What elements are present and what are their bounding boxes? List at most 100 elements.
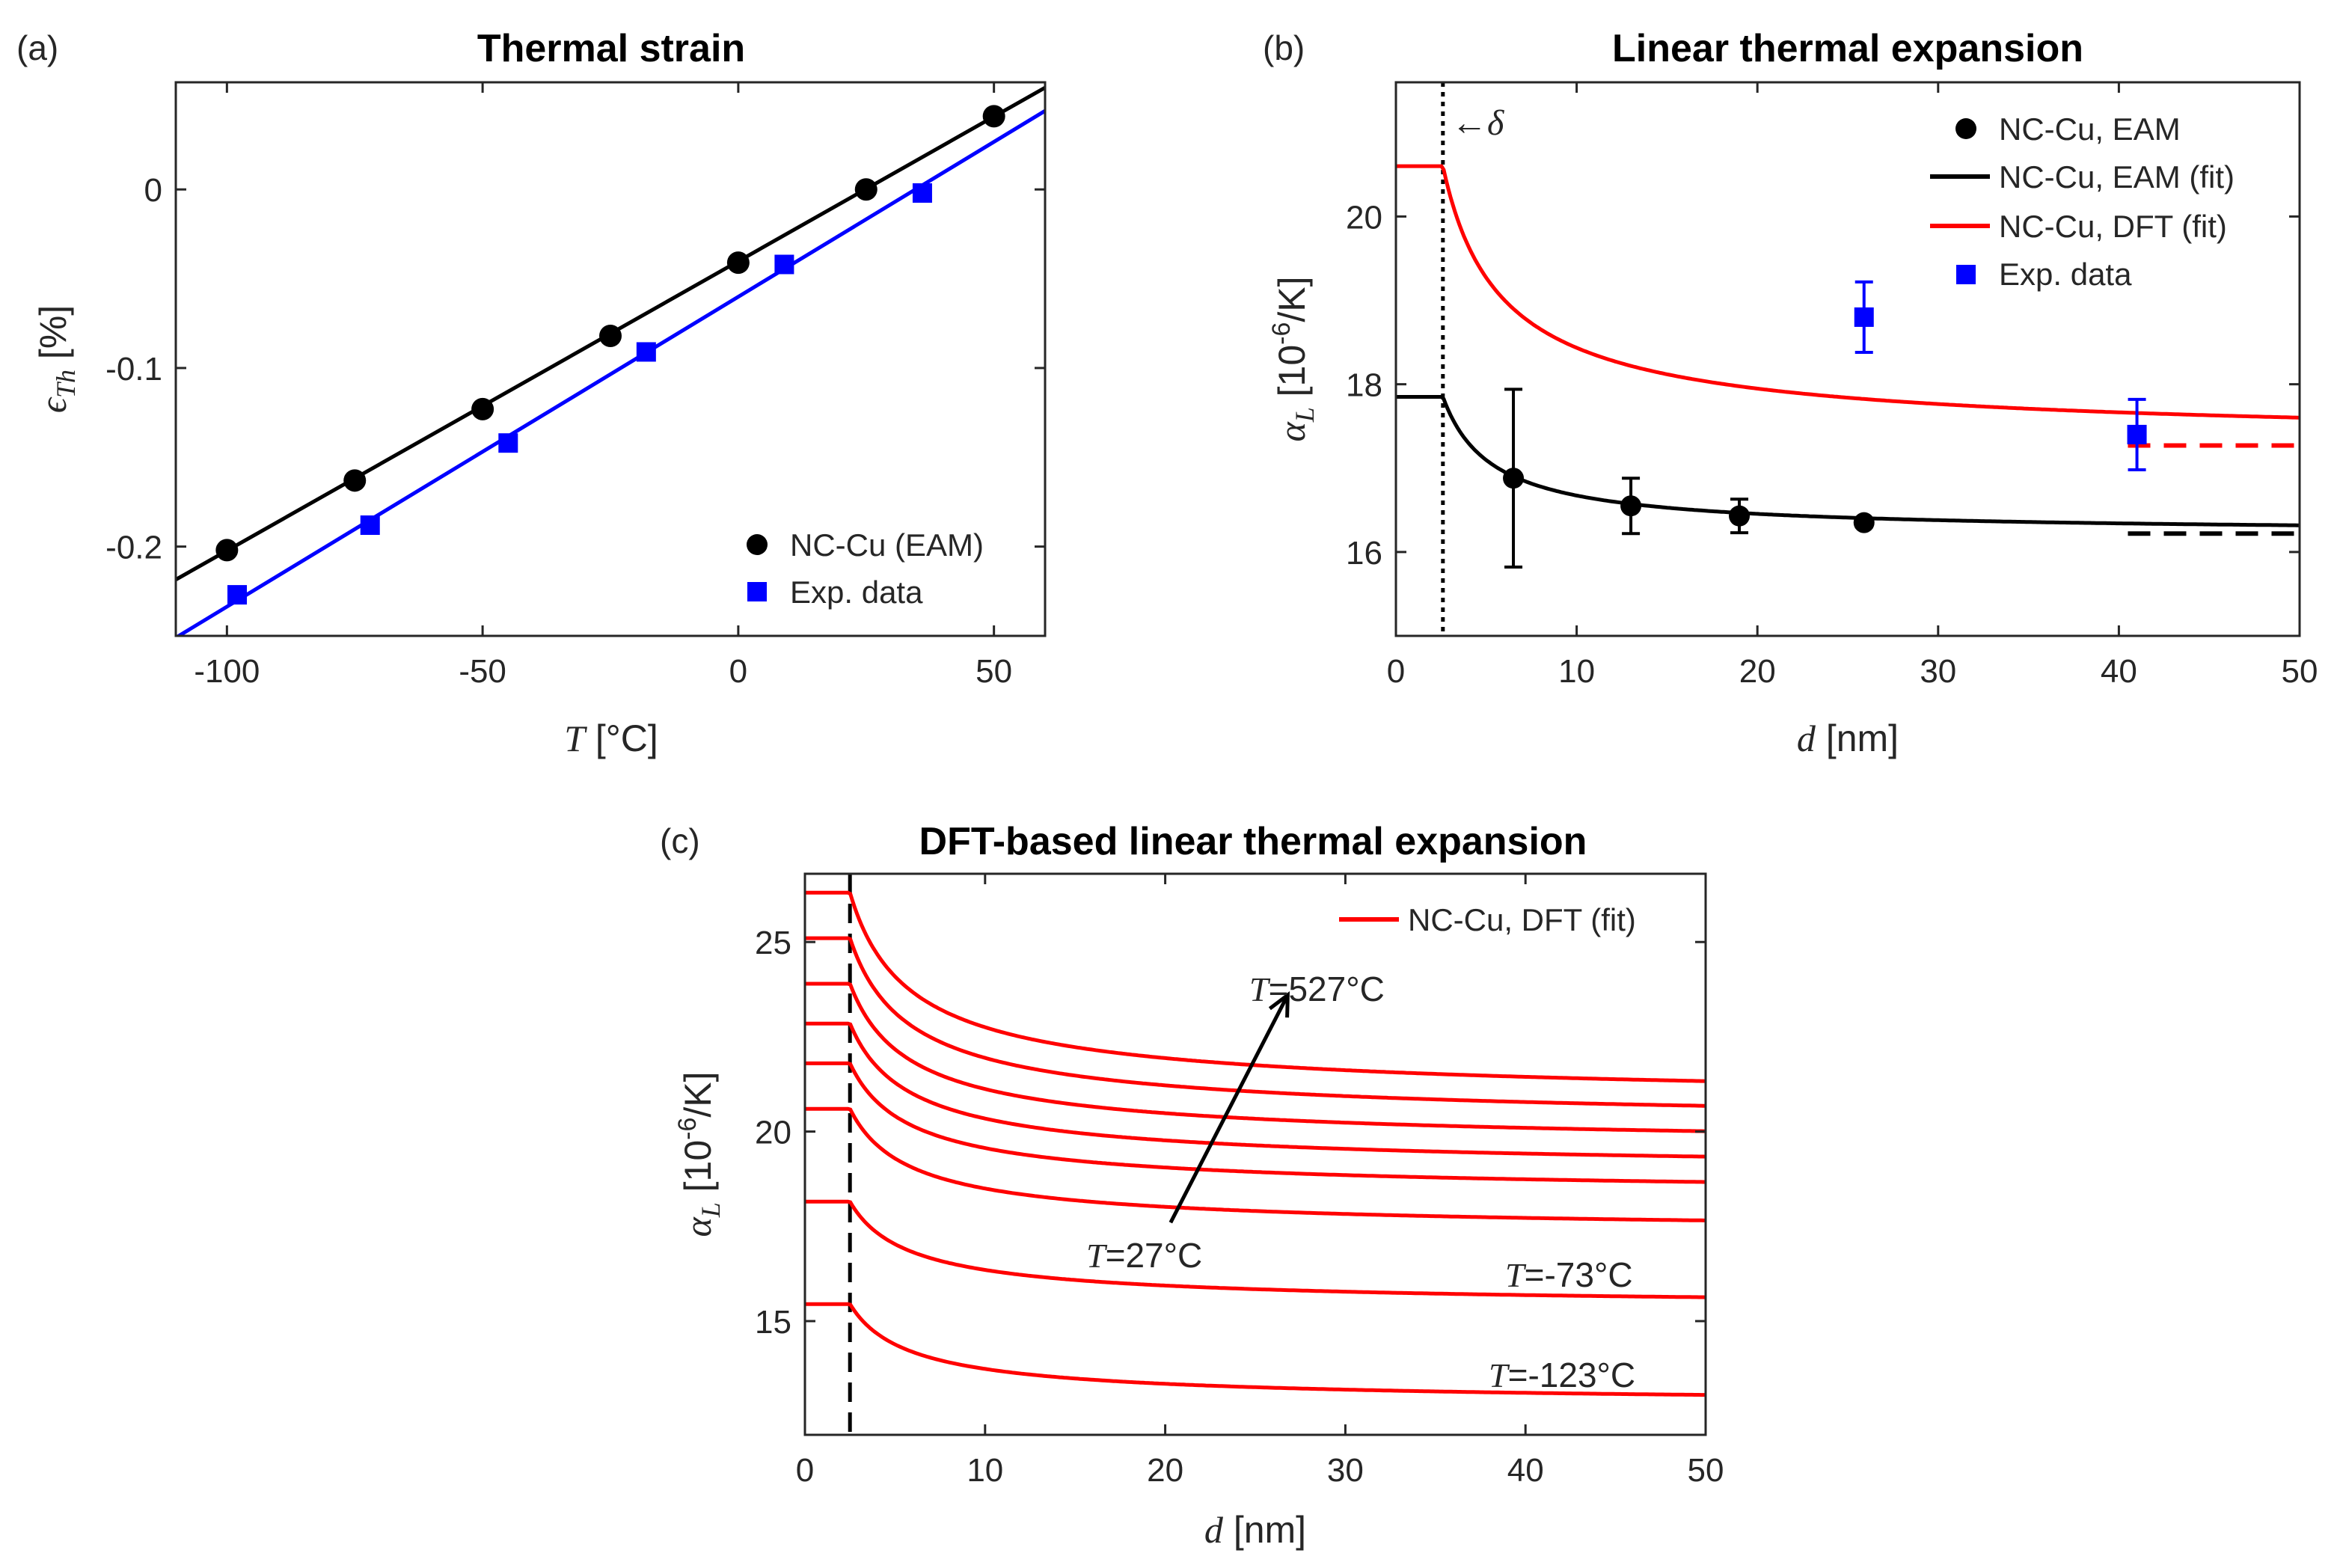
legend-b: NC-Cu, EAM NC-Cu, EAM (fit) NC-Cu, DFT (… xyxy=(1930,111,2235,292)
plot-area-a xyxy=(176,85,1045,636)
legend-marker-b-exp xyxy=(1956,265,1976,284)
axes-box-c xyxy=(803,872,1707,1436)
legend-marker-nccu-eam xyxy=(747,534,768,555)
b-xtick-label: 40 xyxy=(2101,653,2137,690)
b-xtick-label: 20 xyxy=(1739,653,1776,690)
panel-c: (c) DFT-based linear thermal expansion 0… xyxy=(660,820,1724,1551)
x-axis-label-a: T [°C] xyxy=(564,717,658,759)
chart-title-a: Thermal strain xyxy=(477,27,745,70)
temperature-arrow xyxy=(1169,994,1290,1224)
legend-label-b-exp: Exp. data xyxy=(1999,257,2132,292)
data-point-nccu-eam xyxy=(599,324,622,347)
panel-b: (b) Linear thermal expansion 0 10 20 30 40 50… xyxy=(1263,27,2318,759)
c-ytick-label: 25 xyxy=(755,925,791,961)
legend-label-exp-data: Exp. data xyxy=(790,575,923,610)
data-point-eam xyxy=(1729,505,1751,527)
legend-a: NC-Cu (EAM) Exp. data xyxy=(747,527,984,610)
b-ytick-label: 20 xyxy=(1346,199,1382,236)
a-ytick-label: 0 xyxy=(144,172,162,209)
data-point-nccu-eam xyxy=(343,469,367,492)
axes-box-a xyxy=(174,81,1047,637)
delta-label: ←δ xyxy=(1451,103,1504,143)
c-xtick-label: 50 xyxy=(1688,1452,1724,1489)
y-axis-label-a: ϵTh [%] xyxy=(32,305,81,413)
c-ytick-label: 15 xyxy=(755,1304,791,1341)
data-point-exp-data xyxy=(498,433,518,453)
legend-label-b-dft-fit: NC-Cu, DFT (fit) xyxy=(1999,209,2227,244)
a-xtick-label: 50 xyxy=(975,653,1012,690)
a-ytick-label: -0.2 xyxy=(105,530,162,566)
legend-c: NC-Cu, DFT (fit) xyxy=(1339,902,1636,937)
y-axis-label-b: αL [10-6/K] xyxy=(1267,276,1320,441)
y-axis-label-c: αL [10-6/K] xyxy=(673,1071,726,1237)
b-xtick-label: 0 xyxy=(1387,653,1405,690)
c-xtick-label: 10 xyxy=(967,1452,1003,1489)
legend-label-c-dft-fit: NC-Cu, DFT (fit) xyxy=(1408,902,1636,937)
annotation-t-minus123: T=-123°C xyxy=(1489,1356,1635,1394)
legend-label-b-eam-fit: NC-Cu, EAM (fit) xyxy=(1999,159,2235,195)
legend-label-b-eam: NC-Cu, EAM xyxy=(1999,111,2181,147)
chart-title-b: Linear thermal expansion xyxy=(1612,27,2083,70)
fit-curve-5 xyxy=(805,981,1706,1133)
data-point-eam xyxy=(1503,468,1525,489)
data-point-exp xyxy=(1854,307,1874,327)
c-xtick-label: 0 xyxy=(796,1452,814,1489)
data-point-exp-data xyxy=(774,254,794,275)
temperature-arrow-head xyxy=(1268,991,1290,1018)
data-point-eam xyxy=(1620,495,1642,517)
legend-marker-b-eam xyxy=(1955,118,1976,139)
panel-label-c: (c) xyxy=(660,821,700,860)
annotation-t-527: T=527°C xyxy=(1249,970,1385,1008)
x-axis-label-c: d [nm] xyxy=(1204,1509,1306,1551)
fit-curve-3 xyxy=(805,1061,1706,1184)
fit-curve-6 xyxy=(805,936,1706,1108)
chart-title-c: DFT-based linear thermal expansion xyxy=(919,820,1587,863)
annotation-t-27: T=27°C xyxy=(1086,1236,1202,1275)
data-point-exp-data xyxy=(912,183,932,203)
a-xtick-label: -50 xyxy=(459,653,506,690)
b-xtick-label: 10 xyxy=(1558,653,1595,690)
data-point-nccu-eam xyxy=(982,105,1005,128)
data-point-exp xyxy=(2127,424,2147,444)
data-point-nccu-eam xyxy=(854,178,878,201)
fit-curve-7 xyxy=(805,890,1706,1083)
plot-area-c xyxy=(805,874,1706,1435)
panel-a: (a) Thermal strain -100 -50 0 50 -0.2 -0.1 0 T… xyxy=(16,27,1047,759)
annotation-t-minus73: T=-73°C xyxy=(1505,1255,1633,1294)
panel-label-b: (b) xyxy=(1263,28,1305,67)
c-xtick-label: 20 xyxy=(1147,1452,1183,1489)
b-xtick-label: 50 xyxy=(2282,653,2318,690)
legend-marker-exp-data xyxy=(747,582,767,601)
ticks-b: 0 10 20 30 40 50 16 18 20 xyxy=(1346,82,2318,690)
fit-line-exp-data xyxy=(176,109,1045,636)
b-ytick-label: 16 xyxy=(1346,535,1382,572)
fit-curve-0 xyxy=(805,1302,1706,1397)
a-ytick-label: -0.1 xyxy=(105,351,162,388)
a-xtick-label: -100 xyxy=(194,653,260,690)
ticks-a: -100 -50 0 50 -0.2 -0.1 0 xyxy=(105,82,1045,690)
fit-curve-4 xyxy=(805,1021,1706,1159)
data-point-exp-data xyxy=(636,342,656,362)
data-point-exp-data xyxy=(360,515,380,535)
data-point-nccu-eam xyxy=(471,397,494,420)
fit-curve-2 xyxy=(805,1106,1706,1222)
fit-curve-dft xyxy=(1396,164,2300,420)
b-ytick-label: 18 xyxy=(1346,367,1382,404)
c-xtick-label: 30 xyxy=(1327,1452,1364,1489)
data-point-nccu-eam xyxy=(215,539,239,562)
ticks-c: 0 10 20 30 40 50 15 20 25 xyxy=(755,874,1724,1489)
legend-label-nccu-eam: NC-Cu (EAM) xyxy=(790,527,984,563)
panel-label-a: (a) xyxy=(16,28,58,67)
data-point-exp-data xyxy=(227,585,248,605)
c-ytick-label: 20 xyxy=(755,1115,791,1151)
fit-curve-eam xyxy=(1396,395,2300,527)
a-xtick-label: 0 xyxy=(729,653,747,690)
c-xtick-label: 40 xyxy=(1507,1452,1544,1489)
data-point-nccu-eam xyxy=(726,251,750,275)
fit-curve-1 xyxy=(805,1199,1706,1299)
x-axis-label-b: d [nm] xyxy=(1797,717,1899,759)
b-xtick-label: 30 xyxy=(1920,653,1956,690)
plot-area-b xyxy=(1396,82,2300,636)
axes-box-b xyxy=(1394,81,2301,637)
